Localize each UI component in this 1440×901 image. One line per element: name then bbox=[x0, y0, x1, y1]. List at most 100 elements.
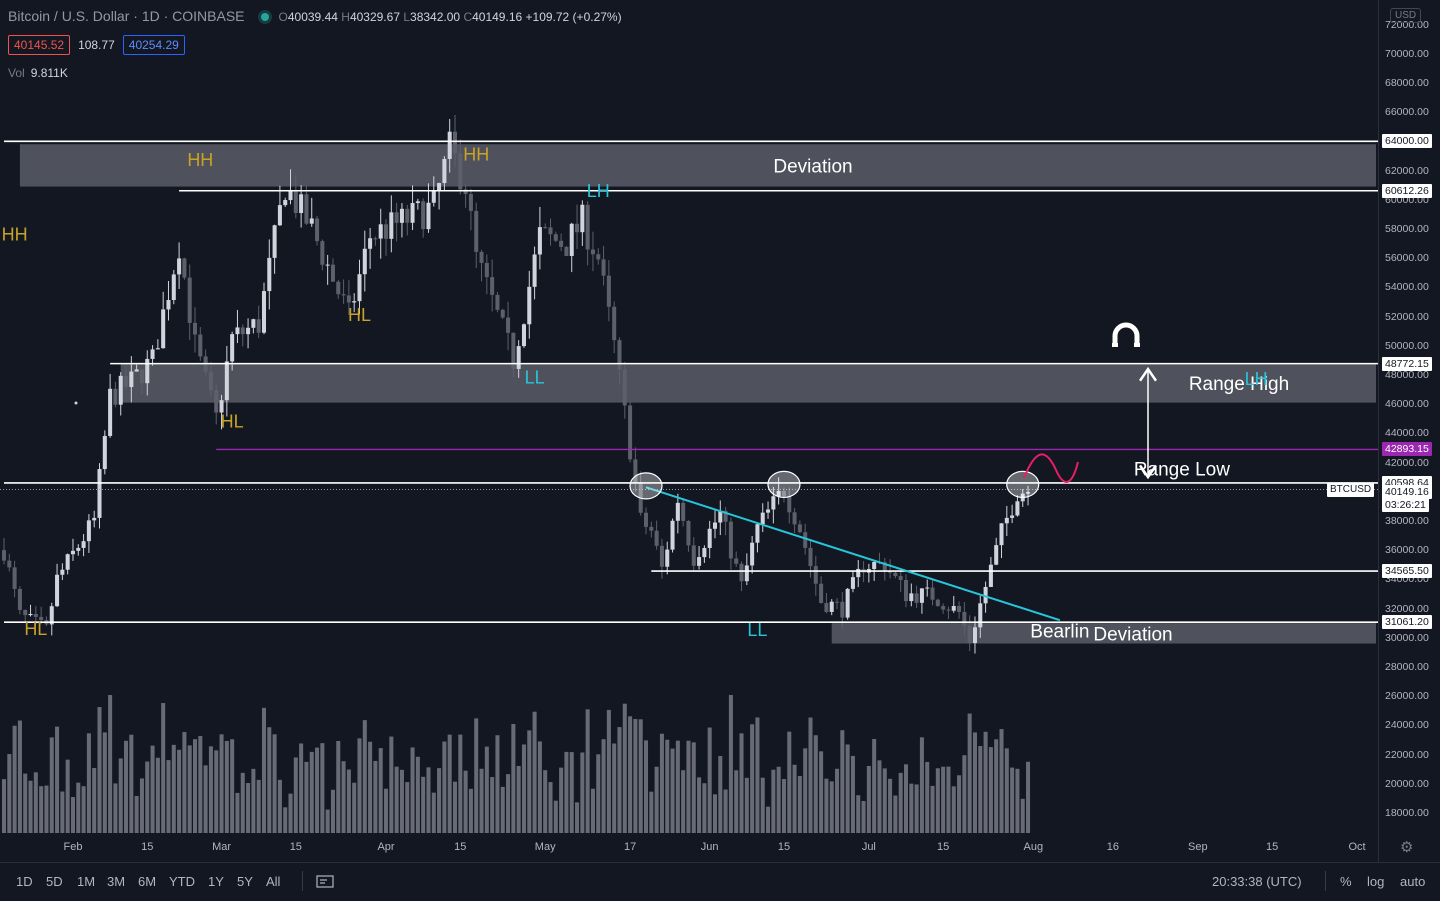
timeframe-5d[interactable]: 5D bbox=[46, 874, 63, 889]
annotation-lh: LH bbox=[587, 181, 610, 201]
volume-bar bbox=[697, 777, 702, 833]
log-scale-toggle[interactable]: log bbox=[1367, 874, 1385, 889]
timeframe-5y[interactable]: 5Y bbox=[237, 874, 253, 889]
annotation-hl: HL bbox=[348, 305, 371, 325]
volume-bar bbox=[712, 794, 718, 833]
volume-bar bbox=[803, 748, 808, 833]
candle-body bbox=[325, 264, 330, 266]
candle-body bbox=[12, 567, 17, 589]
timeframe-1m[interactable]: 1M bbox=[77, 874, 96, 889]
candle-body bbox=[978, 603, 983, 628]
sell-price-button[interactable]: 40145.52 bbox=[8, 35, 71, 55]
volume-bar bbox=[187, 745, 192, 833]
candle-body bbox=[622, 369, 627, 406]
candle-body bbox=[267, 257, 272, 292]
symbol-title[interactable]: Bitcoin / U.S. Dollar · 1D · COINBASE bbox=[8, 8, 245, 24]
candle-body bbox=[824, 603, 829, 612]
volume-bar bbox=[903, 764, 909, 833]
volume-bar bbox=[288, 793, 293, 833]
price-tick-label: 48000.00 bbox=[1385, 368, 1429, 381]
utc-clock[interactable]: 20:33:38 (UTC) bbox=[1212, 874, 1302, 889]
chart-area[interactable]: Deviation Range High Deviation HH HH HH HL HL HL… bbox=[0, 0, 1378, 862]
candle-body bbox=[421, 201, 426, 230]
candle-body bbox=[384, 224, 389, 239]
volume-bar bbox=[925, 761, 930, 833]
timeframe-3m[interactable]: 3M bbox=[107, 874, 126, 889]
volume-bar bbox=[681, 770, 686, 833]
annotation-hl: HL bbox=[24, 619, 47, 639]
volume-bar bbox=[28, 780, 33, 833]
volume-bar bbox=[994, 739, 999, 833]
volume-bar bbox=[760, 777, 765, 833]
volume-bar bbox=[930, 785, 935, 833]
time-tick-label: 15 bbox=[1266, 841, 1278, 853]
candle-body bbox=[214, 389, 219, 413]
volume-bar bbox=[17, 720, 22, 833]
candle-body bbox=[357, 274, 362, 302]
price-tick-label: 68000.00 bbox=[1385, 76, 1429, 89]
candle-body bbox=[670, 520, 675, 550]
volume-bar bbox=[81, 786, 86, 833]
timeframe-6m[interactable]: 6M bbox=[138, 874, 157, 889]
buy-price-button[interactable]: 40254.29 bbox=[122, 35, 185, 55]
volume-bar bbox=[76, 782, 81, 833]
volume-bar bbox=[665, 739, 670, 833]
volume-bar bbox=[728, 695, 733, 833]
price-tick-label: 66000.00 bbox=[1385, 106, 1429, 119]
price-tick-label: 52000.00 bbox=[1385, 310, 1429, 323]
volume-bar bbox=[893, 795, 898, 833]
candle-body bbox=[951, 606, 956, 611]
volume-bar bbox=[431, 792, 436, 833]
volume-bar bbox=[824, 778, 829, 833]
timeframe-1y[interactable]: 1Y bbox=[208, 874, 224, 889]
deviation-zone-top-label: Deviation bbox=[773, 156, 852, 177]
price-scale[interactable]: 72000.00 70000.00 68000.00 66000.00 64000.00… bbox=[1378, 0, 1440, 862]
date-range-icon[interactable] bbox=[316, 874, 334, 891]
volume-bar bbox=[399, 769, 404, 833]
candle-body bbox=[272, 225, 277, 258]
candle-body bbox=[941, 606, 946, 610]
candle-body bbox=[145, 358, 150, 384]
candle-body bbox=[511, 332, 516, 369]
currency-button[interactable]: USD bbox=[1390, 8, 1422, 23]
volume-bar bbox=[856, 795, 861, 833]
volume-value: 9.811K bbox=[30, 66, 68, 80]
volume-bar bbox=[1026, 761, 1031, 833]
candle-body bbox=[346, 295, 351, 303]
candle-body bbox=[548, 227, 553, 235]
timeframe-1d[interactable]: 1D bbox=[16, 874, 33, 889]
volume-bar bbox=[330, 789, 335, 833]
volume-bar bbox=[967, 713, 972, 833]
candle-body bbox=[771, 496, 776, 510]
candle-body bbox=[665, 549, 670, 567]
volume-bar bbox=[835, 768, 840, 833]
candle-body bbox=[246, 327, 251, 335]
volume-bar bbox=[819, 751, 824, 833]
percent-scale-toggle[interactable]: % bbox=[1340, 874, 1352, 889]
settings-gear-icon[interactable]: ⚙ bbox=[1400, 839, 1414, 856]
volume-bar bbox=[861, 800, 866, 833]
volume-legend[interactable]: Vol 9.811K bbox=[8, 66, 68, 80]
timeframe-ytd[interactable]: YTD bbox=[169, 874, 195, 889]
auto-scale-toggle[interactable]: auto bbox=[1400, 874, 1426, 889]
candle-body bbox=[988, 564, 993, 587]
volume-bar bbox=[421, 776, 426, 833]
volume-bar bbox=[1020, 798, 1025, 833]
volume-bar bbox=[882, 768, 887, 833]
volume-bar bbox=[771, 769, 776, 833]
price-chart[interactable]: Deviation Range High Deviation HH HH HH HL HL HL… bbox=[0, 0, 1440, 862]
candle-body bbox=[628, 405, 633, 460]
candle-body bbox=[903, 579, 909, 602]
candle-body bbox=[506, 317, 511, 333]
candle-body bbox=[532, 254, 537, 287]
volume-bar bbox=[415, 756, 420, 833]
volume-bar bbox=[357, 738, 362, 833]
price-tick-label: 24000.00 bbox=[1385, 719, 1429, 732]
volume-bar bbox=[675, 740, 680, 833]
annotation-range-low: Range Low bbox=[1134, 460, 1230, 481]
volume-bar bbox=[1015, 768, 1020, 833]
candle-body bbox=[299, 194, 304, 214]
magnet-icon bbox=[1112, 322, 1140, 347]
volume-bar bbox=[405, 782, 410, 833]
timeframe-all[interactable]: All bbox=[266, 874, 281, 889]
